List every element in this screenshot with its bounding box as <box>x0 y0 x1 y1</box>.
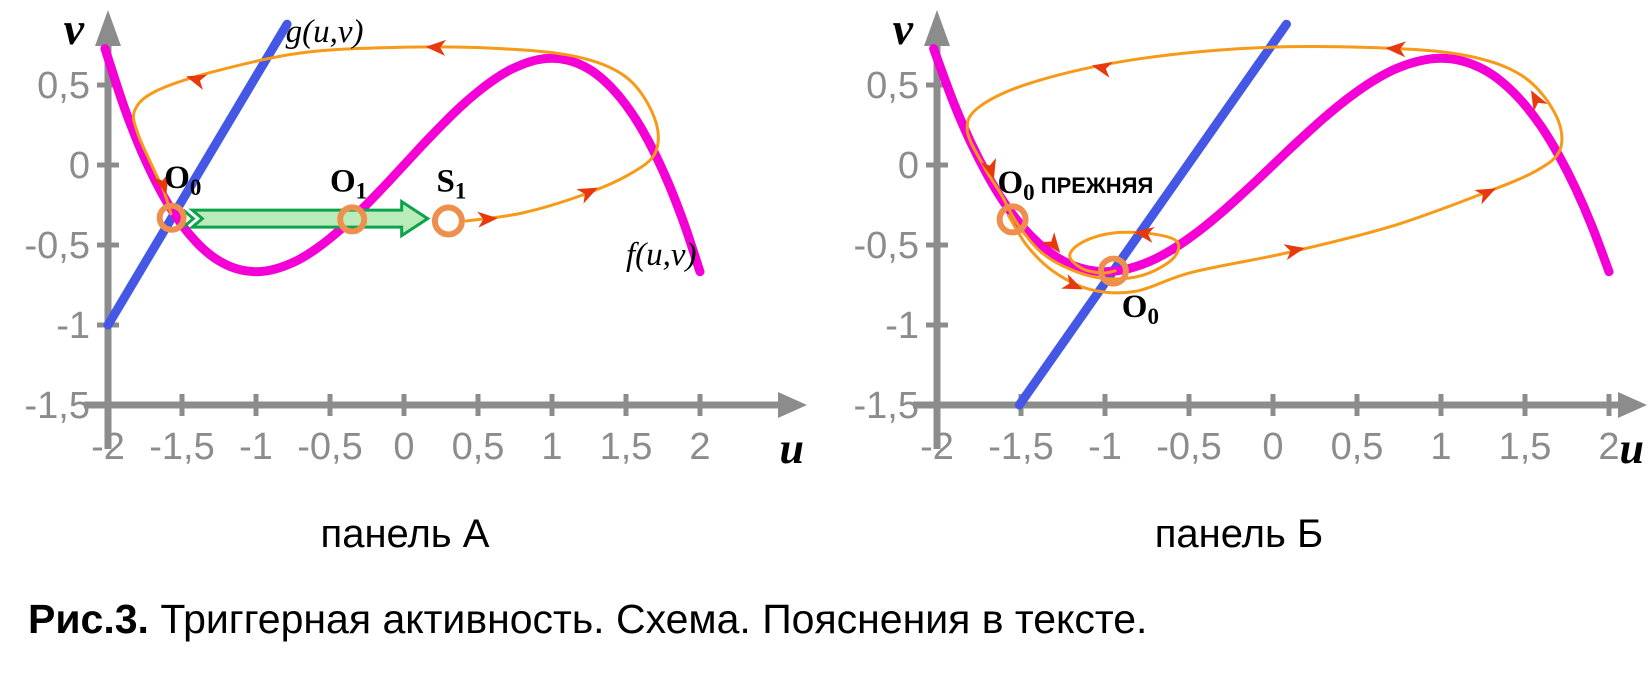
x-tick-label: 1,5 <box>1499 426 1552 468</box>
u-axis-label: u <box>1620 424 1644 473</box>
fixed-point-label: O0 <box>1122 289 1159 329</box>
f-nullcline-curve <box>100 44 705 277</box>
y-tick-label: 0 <box>69 145 90 187</box>
v-axis-label: v <box>64 3 85 54</box>
caption-text: Триггерная активность. Схема. Пояснения … <box>148 596 1148 642</box>
figure-caption: Рис.3. Триггерная активность. Схема. Поя… <box>28 596 1147 643</box>
fixed-point-circle <box>431 204 465 238</box>
y-tick-label: -0,5 <box>854 225 919 267</box>
x-tick-label: 1,5 <box>600 426 653 468</box>
trajectory-path <box>965 45 1564 295</box>
flow-arrow <box>1061 273 1083 290</box>
x-tick-label: 0 <box>1262 426 1283 468</box>
x-tick-label: -1,5 <box>149 426 214 468</box>
flow-arrow <box>186 74 208 90</box>
fixed-point-circle <box>156 202 187 233</box>
x-tick-label: 1 <box>541 426 562 468</box>
fixed-point-label: O0 <box>164 160 201 200</box>
x-tick-label: -0,5 <box>1156 426 1221 468</box>
flow-arrow <box>477 211 498 228</box>
x-tick-label: -1 <box>239 426 273 468</box>
u-axis-arrowhead <box>778 392 807 418</box>
fixed-point-circle <box>996 203 1029 236</box>
jump-arrow-tail-chevron <box>182 208 196 229</box>
f-nullcline-label: f(u,v) <box>626 237 697 273</box>
x-tick-label: -1,5 <box>988 426 1053 468</box>
y-tick-label: -1 <box>56 305 90 347</box>
x-tick-label: -2 <box>920 426 954 468</box>
fixed-point-label: O0 ПРЕЖНЯЯ <box>997 165 1153 205</box>
fixed-point-label: S1 <box>437 163 467 203</box>
flow-arrow <box>576 187 598 204</box>
flow-arrow <box>1091 62 1114 78</box>
u-axis-arrowhead <box>1618 392 1647 418</box>
fixed-point-label: O1 <box>330 163 367 203</box>
trajectory-path <box>131 45 660 223</box>
u-axis-label: u <box>780 424 804 473</box>
jump-arrow <box>188 198 431 239</box>
g-nullcline-line <box>1014 19 1291 410</box>
flow-arrow <box>1385 41 1406 58</box>
panel-a: -2 -1,5 -1 -0,5 0 0,5 1 1,5 2 0,5 0 -0,5 -1 -1,5 v u g(u… <box>0 0 810 560</box>
x-tick-label: 0 <box>393 426 414 468</box>
f-nullcline-curve <box>929 44 1614 277</box>
panel-a-title: панель А <box>320 512 490 556</box>
v-axis-arrowhead <box>924 10 950 46</box>
flow-arrow <box>1283 244 1305 260</box>
x-tick-label: 2 <box>1598 426 1619 468</box>
y-tick-label: 0,5 <box>37 65 90 107</box>
x-tick-label: 0,5 <box>452 426 505 468</box>
fixed-point-circle <box>337 204 368 235</box>
panel-b-plot: -2 -1,5 -1 -0,5 0 0,5 1 1,5 20,50-0,5-1-1,5vuO0 … <box>854 3 1647 473</box>
x-tick-label: -0,5 <box>297 426 362 468</box>
y-tick-label: -1 <box>885 305 919 347</box>
flow-arrow <box>1530 90 1548 112</box>
x-tick-label: -1 <box>1088 426 1122 468</box>
flow-arrow <box>425 39 447 56</box>
caption-number: Рис.3. <box>28 596 149 642</box>
y-tick-label: -0,5 <box>25 225 90 267</box>
x-tick-label: 1 <box>1430 426 1451 468</box>
y-tick-label: 0,5 <box>866 65 919 107</box>
y-tick-label: -1,5 <box>25 385 90 427</box>
panel-b-title: панель Б <box>1154 512 1324 556</box>
panel-b: -2 -1,5 -1 -0,5 0 0,5 1 1,5 2 0,5 0 -0,5 -1 -1,5 v u O0 … <box>828 0 1650 560</box>
flow-arrow <box>153 173 169 195</box>
y-tick-label: 0 <box>898 145 919 187</box>
v-axis-label: v <box>893 3 914 54</box>
flow-arrow <box>1133 227 1155 243</box>
panel-a-plot: -2 -1,5 -1 -0,5 0 0,5 1 1,5 20,50-0,5-1-1,5vug(u… <box>25 3 807 473</box>
flow-arrow <box>980 157 996 180</box>
g-nullcline-label: g(u,v) <box>286 14 364 50</box>
y-tick-label: -1,5 <box>854 385 919 427</box>
g-nullcline-line <box>103 19 292 330</box>
v-axis-arrowhead <box>95 10 121 46</box>
x-tick-label: -2 <box>91 426 125 468</box>
fixed-point-circle <box>1097 255 1129 287</box>
x-tick-label: 2 <box>689 426 710 468</box>
flow-arrow <box>1474 188 1496 205</box>
x-tick-label: 0,5 <box>1331 426 1384 468</box>
flow-arrow <box>1041 232 1061 253</box>
